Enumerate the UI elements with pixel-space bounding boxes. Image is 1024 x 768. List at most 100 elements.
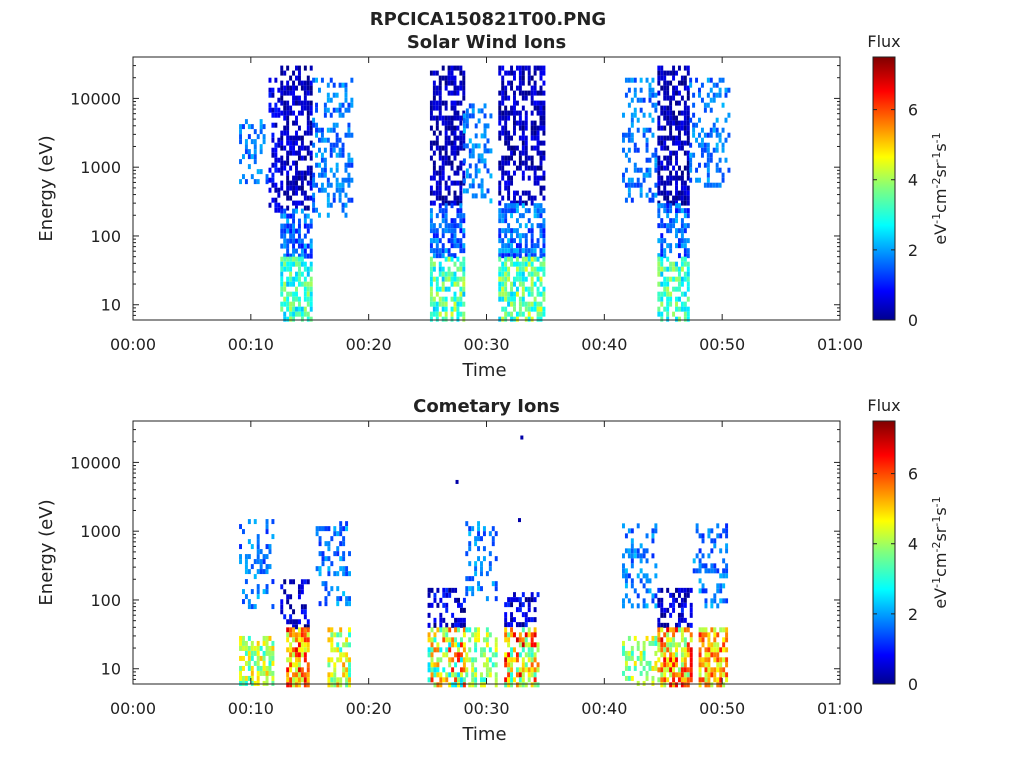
flux-cell [683,617,687,623]
flux-cell [524,316,528,322]
flux-cell [533,195,537,201]
flux-cell [242,675,245,681]
flux-cell [262,134,266,140]
flux-cell [686,622,690,628]
flux-cell [533,125,537,131]
flux-cell [326,192,330,198]
flux-cell [447,140,451,146]
flux-cell [289,253,293,259]
flux-cell [447,185,451,191]
flux-cell [677,306,681,312]
flux-cell [669,627,673,633]
flux-cell [456,170,460,176]
flux-cell [672,115,676,121]
flux-cell [457,622,460,628]
flux-cell [280,291,284,297]
flux-cell [672,682,676,688]
flux-cell [435,248,439,254]
flux-cell [675,70,678,76]
flux-cell [447,115,451,121]
flux-cell [680,80,684,86]
flux-cell [444,120,448,126]
flux-cell [336,601,340,607]
flux-cell [716,647,720,653]
flux-cell [504,90,508,96]
flux-cell [289,619,293,625]
flux-cell [471,672,475,678]
flux-cell [309,291,313,297]
flux-cell [715,82,719,88]
flux-cell [256,670,260,676]
flux-cell [339,541,343,547]
flux-cell [253,604,257,610]
flux-cell [456,90,460,96]
flux-cell [447,271,451,277]
flux-cell [542,291,546,297]
flux-cell [256,650,260,656]
flux-cell [536,208,540,214]
flux-cell [444,85,448,91]
flux-cell [633,182,637,188]
flux-cell [675,627,678,633]
flux-cell [427,622,431,628]
flux-cell [442,652,446,658]
flux-cell [683,105,687,111]
flux-cell [277,87,281,93]
flux-cell [347,197,351,203]
flux-cell [524,233,528,239]
flux-cell [256,549,260,555]
flux-cell [303,291,307,297]
flux-cell [501,213,505,219]
flux-cell [518,672,522,678]
flux-cell [453,140,457,146]
flux-cell [504,281,508,287]
flux-cell [698,588,702,594]
flux-cell [300,632,304,638]
flux-cell [450,311,454,317]
flux-cell [483,128,487,134]
flux-cell [477,637,481,643]
flux-cell [710,627,714,633]
flux-cell [680,617,684,623]
flux-cell [350,77,354,83]
flux-cell [474,677,478,683]
flux-cell [459,296,463,302]
flux-cell [271,172,275,178]
flux-cell [633,142,637,148]
flux-cell [477,521,481,527]
flux-cell [521,261,525,267]
flux-cell [530,256,534,262]
flux-cell [524,266,528,272]
flux-cell [280,65,284,71]
flux-cell [444,155,448,161]
flux-cell [530,291,534,297]
flux-cell [435,316,439,322]
flux-cell [672,672,676,678]
flux-cell [306,627,310,633]
flux-cell [521,612,525,618]
flux-cell [286,266,290,272]
flux-cell [680,200,684,206]
flux-cell [515,657,519,663]
flux-cell [297,594,301,600]
flux-cell [462,627,466,633]
flux-cell [498,135,502,141]
flux-cell [339,627,343,633]
flux-cell [435,276,439,282]
flux-cell [686,286,690,292]
flux-cell [329,77,333,83]
flux-cell [518,223,522,229]
flux-cell [501,306,505,312]
flux-cell [713,538,717,544]
flux-cell [444,208,448,214]
flux-cell [286,657,290,663]
flux-cell [480,158,484,164]
flux-cell [451,672,455,678]
flux-cell [435,180,439,186]
flux-cell [689,667,693,673]
flux-cell [642,112,646,118]
flux-cell [657,256,661,262]
flux-cell [430,677,434,683]
colorbar [872,56,896,321]
